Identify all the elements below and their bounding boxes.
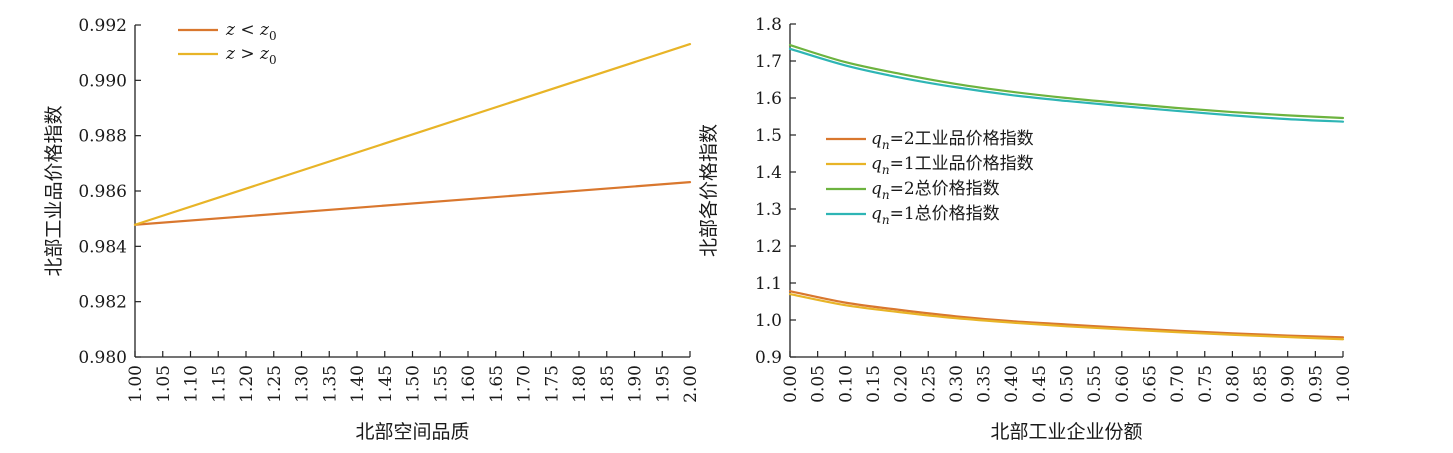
y-tick-label: 1.4 <box>755 163 782 183</box>
x-tick-label: 0.95 <box>1306 365 1326 403</box>
y-tick-label: 0.990 <box>78 71 127 91</box>
y-tick-label: 0.992 <box>78 16 127 36</box>
x-tick-label: 1.20 <box>237 365 257 403</box>
x-axis-title: 北部空间品质 <box>355 421 469 443</box>
x-tick-label: 1.60 <box>459 365 479 403</box>
x-tick-label: 0.90 <box>1279 365 1299 403</box>
y-tick-label: 1.1 <box>755 274 782 294</box>
series-line-3 <box>788 47 1345 123</box>
x-tick-label: 1.55 <box>431 365 451 403</box>
series-line-2 <box>788 43 1345 120</box>
x-tick-label: 0.75 <box>1196 365 1216 403</box>
legend-label: qn=1工业品价格指数 <box>871 154 1034 177</box>
legend-item-0: qn=2工业品价格指数 <box>826 129 1034 152</box>
x-tick-label: 0.05 <box>809 365 829 403</box>
x-tick-label: 1.10 <box>182 365 202 403</box>
y-tick-label: 0.982 <box>78 293 127 313</box>
x-tick-label: 0.55 <box>1085 365 1105 403</box>
x-tick-label: 1.85 <box>598 365 618 403</box>
x-tick-label: 1.25 <box>265 365 285 403</box>
y-axis-title: 北部工业品价格指数 <box>43 105 65 276</box>
x-tick-label: 1.15 <box>209 365 229 403</box>
series-line-1 <box>133 42 692 226</box>
x-tick-label: 1.65 <box>487 365 507 403</box>
series-line-0 <box>133 181 692 226</box>
left-chart: 0.980 0.982 0.984 0.986 0.988 0.990 0.992 1.00 1… <box>43 16 701 443</box>
x-tick-label: 1.30 <box>293 365 313 403</box>
legend-label: z > z0 <box>225 44 277 67</box>
x-tick-label: 1.00 <box>126 365 146 403</box>
x-tick-label: 2.00 <box>681 365 701 403</box>
x-tick-label: 0.10 <box>836 365 856 403</box>
series-line-1 <box>788 293 1345 341</box>
x-tick-label: 1.40 <box>348 365 368 403</box>
legend-label: z < z0 <box>225 20 277 43</box>
legend-item-1: qn=1工业品价格指数 <box>826 154 1034 177</box>
y-axis-title: 北部各价格指数 <box>698 124 720 257</box>
x-tick-label: 1.70 <box>515 365 535 403</box>
x-tick-label: 1.00 <box>1334 365 1354 403</box>
x-tick-label: 0.35 <box>975 365 995 403</box>
x-tick-label: 1.50 <box>404 365 424 403</box>
legend-item-2: qn=2总价格指数 <box>826 179 1000 202</box>
legend-label: qn=2工业品价格指数 <box>871 129 1034 152</box>
x-tick-label: 0.60 <box>1113 365 1133 403</box>
x-tick-label: 0.20 <box>892 365 912 403</box>
x-tick-label: 0.15 <box>864 365 884 403</box>
x-tick-label: 1.45 <box>376 365 396 403</box>
x-tick-label: 0.85 <box>1251 365 1271 403</box>
legend-label: qn=2总价格指数 <box>871 179 1000 202</box>
y-tick-label: 0.984 <box>78 237 127 257</box>
y-tick-label: 0.986 <box>78 182 127 202</box>
x-axis-title: 北部工业企业份额 <box>990 421 1142 443</box>
x-tick-label: 0.50 <box>1058 365 1078 403</box>
x-tick-label: 0.30 <box>947 365 967 403</box>
x-tick-label: 0.40 <box>1002 365 1022 403</box>
x-tick-label: 1.75 <box>542 365 562 403</box>
x-tick-label: 0.25 <box>919 365 939 403</box>
y-tick-label: 1.0 <box>755 311 782 331</box>
y-tick-label: 0.980 <box>78 348 127 368</box>
x-tick-label: 1.95 <box>653 365 673 403</box>
y-tick-label: 1.8 <box>755 15 782 35</box>
x-tick-label: 1.80 <box>570 365 590 403</box>
y-tick-label: 0.9 <box>755 348 782 368</box>
y-tick-label: 1.6 <box>755 89 782 109</box>
x-tick-label: 1.35 <box>320 365 340 403</box>
x-tick-label: 0.80 <box>1223 365 1243 403</box>
legend-item-0: z < z0 <box>178 20 277 43</box>
y-tick-label: 1.3 <box>755 200 782 220</box>
legend-label: qn=1总价格指数 <box>871 204 1000 227</box>
series-line-0 <box>788 290 1345 339</box>
x-tick-label: 0.65 <box>1140 365 1160 403</box>
legend-item-1: z > z0 <box>178 44 277 67</box>
x-tick-label: 1.90 <box>626 365 646 403</box>
y-tick-label: 0.988 <box>78 127 127 147</box>
y-tick-label: 1.5 <box>755 126 782 146</box>
y-tick-label: 1.7 <box>755 52 782 72</box>
y-tick-label: 1.2 <box>755 237 782 257</box>
x-tick-label: 0.00 <box>781 365 801 403</box>
x-tick-label: 0.70 <box>1168 365 1188 403</box>
legend-item-3: qn=1总价格指数 <box>826 204 1000 227</box>
x-tick-label: 1.05 <box>154 365 174 403</box>
x-tick-label: 0.45 <box>1030 365 1050 403</box>
right-chart: 0.9 1.0 1.1 1.2 1.3 1.4 1.5 1.6 1.7 1.8 0.00 0.05 0.… <box>698 15 1354 443</box>
